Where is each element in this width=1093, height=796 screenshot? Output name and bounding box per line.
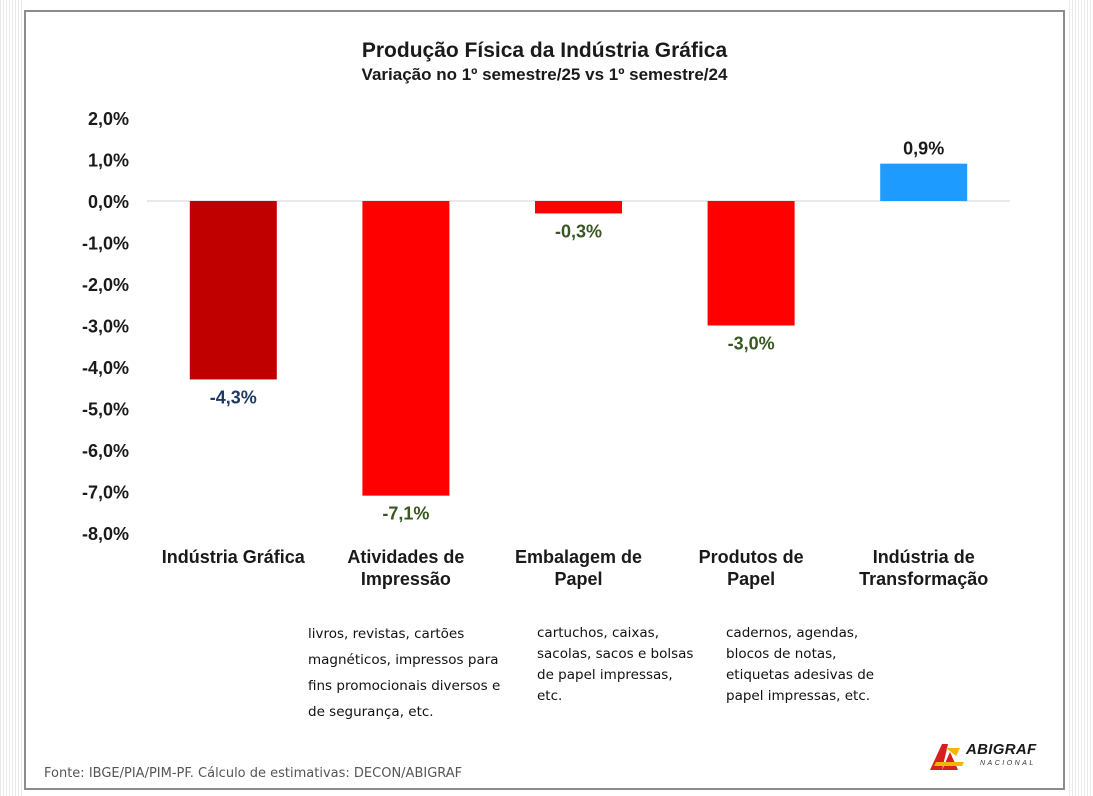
description-embalagem: cartuchos, caixas, sacolas, sacos e bols…: [537, 625, 694, 704]
data-label: -4,3%: [210, 387, 257, 407]
background-stripe-right: [1069, 0, 1093, 796]
category-label: Indústria Gráfica: [162, 547, 306, 567]
description-produtos: cadernos, agendas, blocos de notas, etiq…: [726, 625, 875, 704]
bar: [189, 201, 277, 380]
data-label: 0,9%: [903, 139, 944, 159]
bar: [880, 163, 968, 201]
category-label: Produtos de: [699, 547, 804, 567]
chart-frame: [24, 10, 1065, 790]
chart-title: Produção Física da Indústria Gráfica: [361, 39, 728, 62]
description-impressao: livros, revistas, cartões magnéticos, im…: [308, 626, 501, 720]
data-label: -3,0%: [728, 334, 775, 354]
category-label: Atividades de: [347, 547, 464, 567]
logo-subtitle: NACIONAL: [980, 760, 1036, 767]
bar: [707, 201, 795, 326]
y-tick-label: -4,0%: [82, 358, 129, 378]
y-tick-label: -7,0%: [82, 483, 129, 503]
y-tick-label: -5,0%: [82, 400, 129, 420]
abigraf-logo-mark-icon: [930, 744, 964, 770]
category-label: Papel: [554, 569, 602, 589]
bar: [362, 201, 450, 496]
logo-name: ABIGRAF: [966, 741, 1037, 758]
category-label: Embalagem de: [515, 547, 642, 567]
y-tick-label: 0,0%: [88, 192, 129, 212]
data-label: -7,1%: [382, 504, 429, 524]
y-tick-label: -8,0%: [82, 524, 129, 544]
y-tick-label: 2,0%: [88, 109, 129, 129]
data-label: -0,3%: [555, 221, 602, 241]
background-stripe-left: [0, 0, 24, 796]
chart-subtitle: Variação no 1º semestre/25 vs 1º semestr…: [361, 65, 728, 84]
source-note: Fonte: IBGE/PIA/PIM-PF. Cálculo de estim…: [44, 766, 463, 781]
y-tick-label: -3,0%: [82, 317, 129, 337]
y-tick-label: -6,0%: [82, 441, 129, 461]
bar: [535, 201, 622, 214]
category-label: Impressão: [361, 569, 451, 589]
category-label: Papel: [727, 569, 775, 589]
chart-title-block: Produção Física da Indústria Gráfica Var…: [24, 38, 1065, 86]
abigraf-logo: ABIGRAF NACIONAL: [928, 740, 1040, 772]
category-label: Indústria de: [873, 547, 975, 567]
category-label: Transformação: [859, 569, 988, 589]
y-tick-label: 1,0%: [88, 151, 129, 171]
y-tick-label: -2,0%: [82, 275, 129, 295]
y-tick-label: -1,0%: [82, 234, 129, 254]
